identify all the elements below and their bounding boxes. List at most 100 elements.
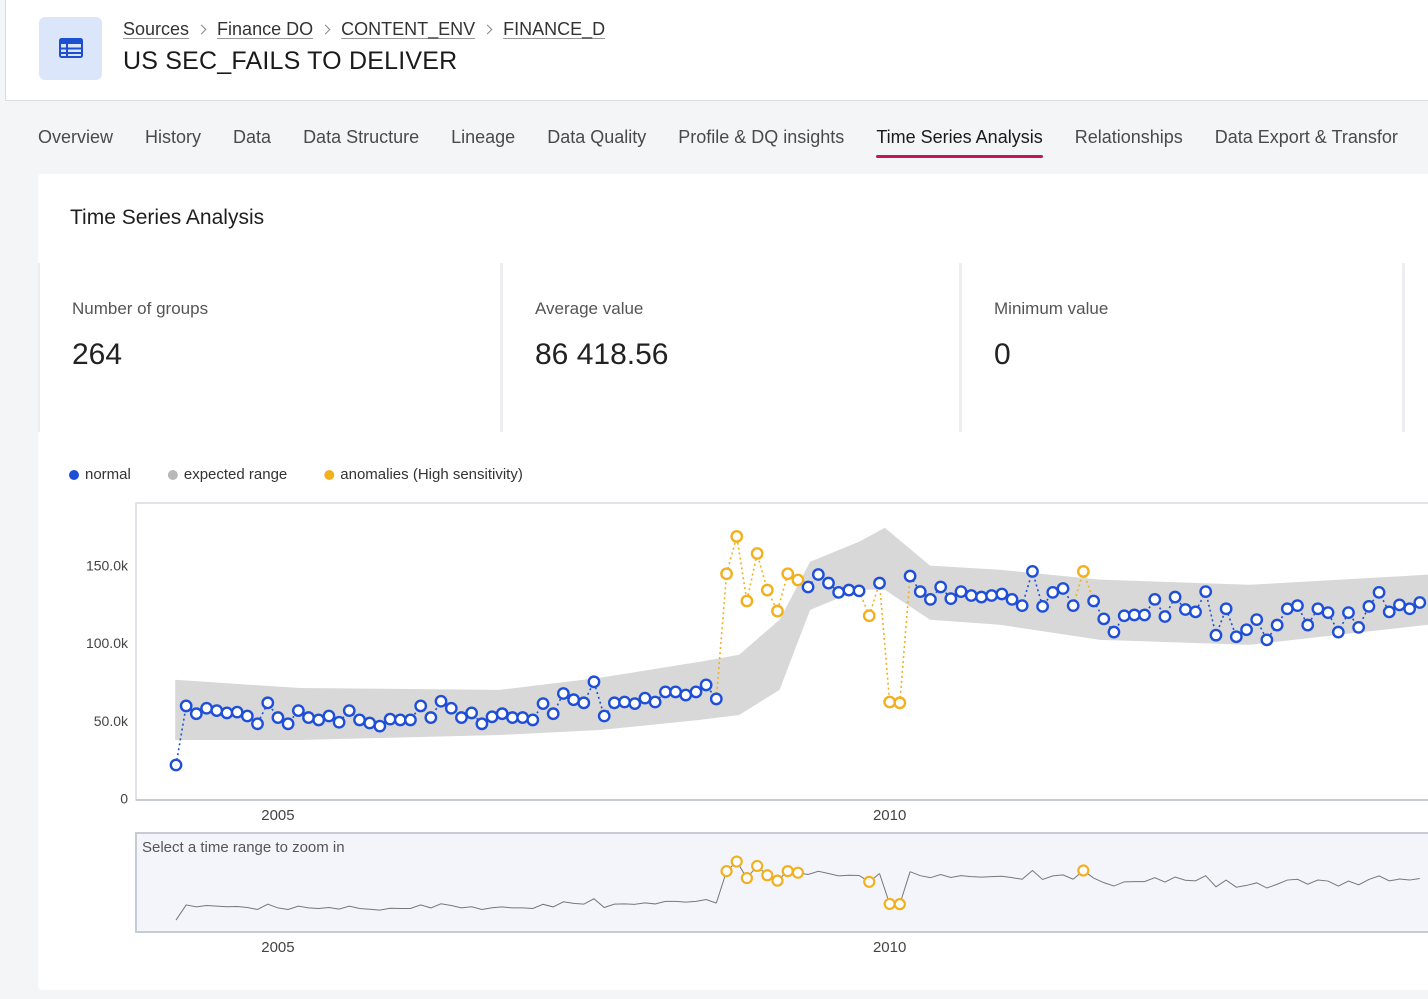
data-point	[1107, 625, 1121, 639]
data-point	[669, 685, 682, 699]
tab[interactable]: Relationships	[1074, 126, 1183, 147]
breadcrumb-link[interactable]: Sources	[123, 19, 190, 39]
data-point	[842, 583, 856, 597]
tab[interactable]: Data Export & Transfor	[1214, 126, 1398, 147]
data-point	[628, 697, 642, 710]
data-point	[1148, 593, 1162, 606]
y-tick-label: 0	[120, 791, 128, 807]
tab[interactable]: Data Quality	[547, 126, 647, 147]
data-point	[291, 704, 305, 717]
tab[interactable]: History	[145, 126, 202, 147]
data-point	[1158, 610, 1172, 623]
y-tick-label: 50.0k	[94, 713, 129, 729]
data-point	[526, 713, 540, 727]
data-point	[1362, 600, 1376, 613]
data-point	[1219, 602, 1233, 616]
navigator-anomaly-point	[740, 871, 753, 885]
page-title: US SEC_FAILS TO DELIVER	[123, 47, 458, 75]
data-point	[913, 585, 927, 599]
data-point	[1311, 602, 1325, 616]
tab[interactable]: Time Series Analysis	[876, 123, 1044, 158]
data-point	[679, 688, 693, 702]
data-point	[271, 711, 285, 724]
navigator-anomaly-point	[761, 869, 774, 882]
stat-card: Average value 86 418.56	[503, 263, 962, 432]
data-point	[546, 707, 560, 721]
data-point	[1138, 608, 1151, 622]
data-point	[1026, 565, 1039, 578]
data-point	[516, 711, 530, 724]
data-point	[495, 707, 509, 721]
tab[interactable]: Data Structure	[303, 126, 420, 147]
data-point	[659, 685, 672, 699]
data-point	[322, 709, 336, 723]
data-point	[964, 589, 978, 602]
navigator-x-tick-label: 2005	[261, 939, 294, 956]
breadcrumb-link[interactable]: FINANCE_D	[503, 19, 606, 39]
data-point	[771, 604, 784, 618]
breadcrumb-link[interactable]: CONTENT_ENV	[341, 19, 476, 39]
data-point	[312, 713, 326, 727]
data-point	[1168, 590, 1182, 604]
data-point	[179, 699, 193, 713]
data-point	[230, 705, 244, 719]
data-point	[985, 589, 998, 602]
data-point	[1403, 602, 1417, 616]
data-point	[332, 715, 346, 729]
tab[interactable]: Lineage	[451, 126, 516, 147]
data-point	[1189, 605, 1202, 619]
data-point	[261, 696, 275, 710]
data-point	[791, 573, 805, 587]
stat-card: Number of groups 264	[38, 263, 503, 432]
stat-card: Minimum value 0	[962, 263, 1405, 432]
data-point	[465, 706, 479, 720]
breadcrumb-link[interactable]: Finance DO	[217, 19, 314, 39]
data-point	[404, 713, 417, 727]
navigator-anomaly-point	[771, 874, 784, 887]
data-point	[1066, 599, 1080, 613]
data-point	[924, 593, 937, 606]
data-point	[1015, 599, 1029, 613]
data-point	[363, 716, 377, 730]
data-point	[485, 710, 499, 724]
header: Sources Finance DO CONTENT_ENV FINANCE_D US…	[5, 0, 1428, 101]
data-point	[577, 696, 591, 710]
data-point	[556, 687, 570, 700]
data-point	[1056, 582, 1070, 595]
data-point	[1240, 623, 1253, 637]
data-point	[506, 711, 519, 724]
navigator-anomaly-point	[863, 875, 876, 888]
data-point	[1199, 585, 1213, 599]
data-point	[393, 713, 407, 727]
data-point	[434, 694, 448, 708]
data-point	[536, 697, 550, 710]
data-point	[1321, 606, 1335, 620]
data-point	[567, 693, 581, 707]
y-tick-label: 100.0k	[86, 635, 129, 651]
data-point	[618, 695, 631, 709]
navigator-anomaly-point	[720, 865, 733, 878]
data-point	[1087, 594, 1101, 608]
data-point	[1229, 630, 1243, 644]
data-point	[760, 583, 774, 597]
tab[interactable]: Profile & DQ insights	[678, 126, 845, 147]
data-point	[1250, 613, 1264, 627]
navigator-anomaly-point	[893, 898, 906, 911]
navigator-hint: Select a time range to zoom in	[142, 839, 345, 856]
data-point	[1097, 612, 1111, 626]
stat-label: Minimum value	[994, 299, 1109, 318]
data-point	[251, 717, 264, 731]
data-point	[975, 590, 988, 604]
data-point	[342, 704, 356, 717]
data-point	[1127, 608, 1141, 622]
data-point	[1076, 565, 1090, 578]
data-point	[822, 576, 835, 590]
tab[interactable]: Overview	[38, 126, 114, 147]
x-tick-label: 2010	[873, 807, 906, 824]
tab[interactable]: Data	[233, 126, 272, 147]
dataset-icon	[39, 17, 102, 80]
data-point	[709, 692, 723, 706]
data-point	[1352, 620, 1366, 634]
